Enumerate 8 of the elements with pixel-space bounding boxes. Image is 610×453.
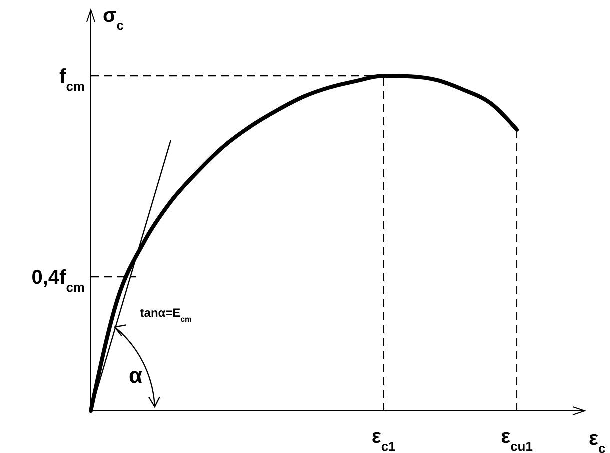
x-axis-title: ε$_{c}$ — [589, 428, 606, 453]
ref-line-label: 0,4f$_{cm}$ — [32, 267, 85, 294]
y-axis-title: σ$_{c}$ — [103, 5, 124, 32]
ref-line-label: f$_{cm}$ — [60, 66, 85, 94]
annotation: tanα=E$_{cm}$ — [140, 306, 192, 324]
x-tick-label: ε$_{c1}$ — [372, 426, 396, 453]
x-tick-label: ε$_{cu1}$ — [501, 426, 533, 453]
annotation: α — [129, 363, 143, 388]
